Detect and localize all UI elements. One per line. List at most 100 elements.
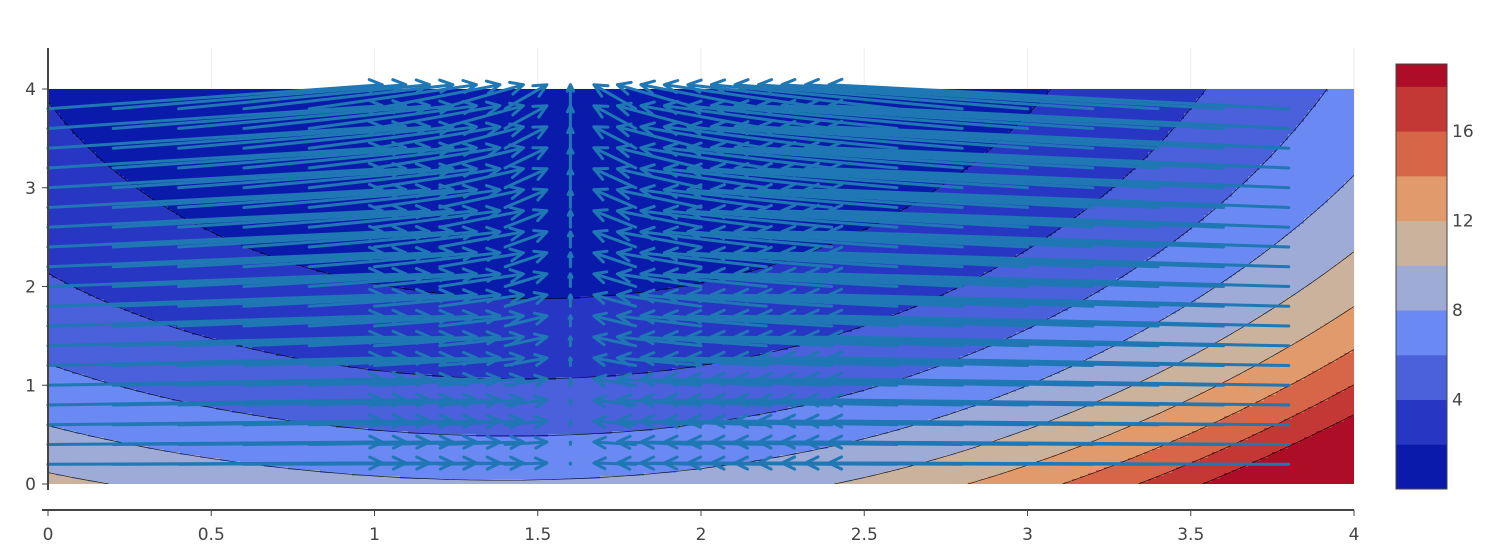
contour-cell [172, 482, 177, 484]
contour-cell [80, 248, 85, 252]
contour-cell [100, 290, 105, 294]
contour-cell [60, 212, 65, 216]
contour-cell [84, 329, 89, 333]
contour-cell [96, 119, 101, 123]
contour-cell [84, 128, 89, 132]
contour-cell [52, 317, 57, 321]
contour-cell [100, 356, 105, 360]
contour-cell [64, 89, 69, 93]
contour-cell [88, 389, 93, 393]
contour-cell [100, 185, 105, 189]
contour-cell [96, 380, 101, 384]
contour-cell [52, 269, 57, 273]
contour-cell [92, 332, 97, 336]
contour-cell [56, 428, 61, 432]
contour-cell [68, 92, 73, 96]
contour-cell [60, 389, 65, 393]
contour-cell [96, 227, 101, 231]
contour-cell [76, 464, 81, 468]
contour-cell [96, 128, 101, 132]
contour-cell [104, 260, 109, 264]
contour-cell [48, 251, 53, 255]
contour-cell [48, 218, 53, 222]
contour-cell [56, 347, 61, 351]
contour-cell [88, 464, 93, 468]
contour-cell [52, 449, 57, 453]
contour-cell [104, 269, 109, 273]
contour-cell [96, 431, 101, 435]
contour-cell [48, 356, 53, 360]
contour-cell [92, 359, 97, 363]
contour-cell [68, 290, 73, 294]
contour-cell [68, 266, 73, 270]
contour-cell [64, 218, 69, 222]
contour-cell [92, 122, 97, 126]
contour-cell [84, 305, 89, 309]
contour-cell [56, 458, 61, 462]
contour-cell [68, 158, 73, 162]
contour-cell [104, 191, 109, 195]
contour-cell [96, 188, 101, 192]
contour-cell [80, 476, 85, 480]
contour-cell [108, 98, 113, 102]
contour-cell [72, 227, 77, 231]
contour-cell [96, 416, 101, 420]
contour-cell [60, 275, 65, 279]
contour-cell [104, 320, 109, 324]
contour-cell [92, 197, 97, 201]
contour-cell [68, 359, 73, 363]
contour-cell [104, 89, 109, 93]
contour-cell [88, 473, 93, 477]
contour-cell [64, 311, 69, 315]
contour-cell [48, 92, 53, 96]
contour-cell [92, 467, 97, 471]
contour-cell [84, 215, 89, 219]
contour-cell [92, 158, 97, 162]
contour-cell [72, 197, 77, 201]
contour-cell [104, 221, 109, 225]
contour-cell [84, 281, 89, 285]
contour-cell [60, 293, 65, 297]
contour-cell [52, 296, 57, 300]
contour-cell [68, 161, 73, 165]
contour-cell [92, 218, 97, 222]
contour-cell [60, 290, 65, 294]
contour-cell [56, 407, 61, 411]
contour-cell [64, 113, 69, 117]
contour-cell [96, 137, 101, 141]
contour-cell [60, 449, 65, 453]
contour-cell [84, 116, 89, 120]
contour-cell [56, 92, 61, 96]
contour-cell [68, 272, 73, 276]
contour-cell [56, 449, 61, 453]
contour-cell [76, 179, 81, 183]
contour-cell [80, 374, 85, 378]
contour-cell [96, 272, 101, 276]
contour-cell [104, 197, 109, 201]
contour-cell [48, 347, 53, 351]
contour-cell [100, 191, 105, 195]
contour-cell [148, 482, 153, 484]
contour-cell [96, 350, 101, 354]
contour-cell [88, 407, 93, 411]
contour-cell [68, 464, 73, 468]
contour-cell [104, 116, 109, 120]
contour-cell [84, 428, 89, 432]
contour-cell [76, 293, 81, 297]
contour-cell [88, 431, 93, 435]
contour-cell [60, 377, 65, 381]
contour-cell [88, 179, 93, 183]
contour-cell [88, 332, 93, 336]
contour-cell [68, 326, 73, 330]
contour-cell [56, 122, 61, 126]
contour-cell [48, 479, 53, 483]
contour-cell [84, 335, 89, 339]
contour-cell [76, 209, 81, 213]
contour-cell [48, 278, 53, 282]
contour-cell [92, 128, 97, 132]
contour-cell [100, 365, 105, 369]
contour-cell [104, 440, 109, 444]
contour-cell [68, 440, 73, 444]
contour-cell [100, 467, 105, 471]
contour-cell [72, 113, 77, 117]
